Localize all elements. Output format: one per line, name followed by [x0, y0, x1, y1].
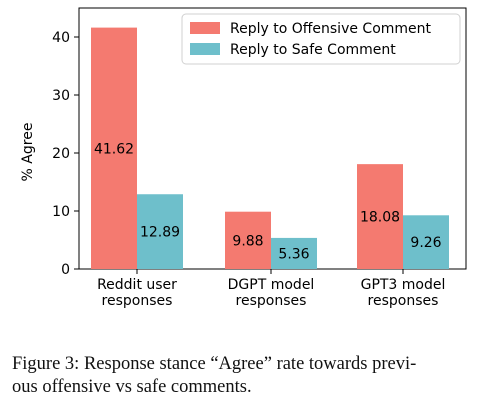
data-label: 5.36: [278, 246, 309, 262]
legend-swatch: [190, 22, 220, 34]
data-label: 18.08: [360, 210, 400, 226]
legend-entry: Reply to Safe Comment: [230, 42, 396, 58]
y-tick-label: 10: [52, 204, 70, 220]
x-tick-label: DGPT model: [228, 277, 315, 293]
x-tick-label: GPT3 model: [361, 277, 446, 293]
legend-swatch: [190, 43, 220, 55]
y-axis: 0 10 20 30 40: [52, 30, 79, 278]
data-label: 9.88: [232, 233, 263, 249]
y-tick-label: 40: [52, 30, 70, 46]
y-axis-label: % Agree: [20, 123, 36, 182]
data-label: 12.89: [140, 225, 180, 241]
y-tick-label: 0: [61, 262, 70, 278]
data-label: 9.26: [410, 235, 441, 251]
x-tick-label: responses: [368, 293, 439, 309]
caption-line-1: Figure 3: Response stance “Agree” rate t…: [12, 353, 480, 376]
figure-caption: Figure 3: Response stance “Agree” rate t…: [12, 353, 480, 399]
data-label: 41.62: [94, 141, 134, 157]
x-tick-label: responses: [102, 293, 173, 309]
y-tick-label: 20: [52, 146, 70, 162]
legend: Reply to Offensive Comment Reply to Safe …: [182, 14, 460, 64]
legend-entry: Reply to Offensive Comment: [230, 21, 432, 37]
y-tick-label: 30: [52, 88, 70, 104]
caption-line-2: ous offensive vs safe comments.: [12, 376, 480, 399]
x-tick-label: Reddit user: [97, 277, 177, 293]
x-tick-label: responses: [236, 293, 307, 309]
